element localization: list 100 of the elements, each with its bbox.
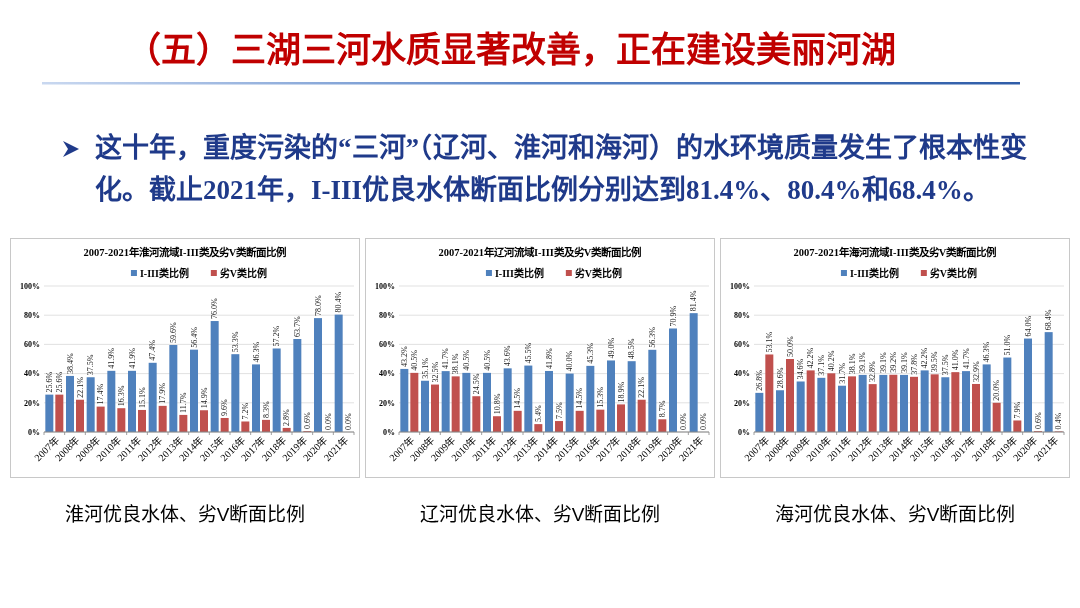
data-label: 11.7% — [179, 392, 189, 413]
data-label: 25.6% — [55, 371, 65, 393]
data-label: 41.0% — [951, 349, 961, 371]
data-label: 76.0% — [210, 298, 220, 320]
legend-label: 劣V类比例 — [929, 266, 978, 279]
data-label: 37.5% — [941, 354, 951, 376]
data-label: 45.5% — [524, 342, 534, 364]
data-label: 24.5% — [472, 373, 482, 395]
data-label: 42.2% — [806, 347, 816, 369]
data-label: 57.2% — [272, 325, 282, 347]
data-label: 22.1% — [75, 376, 85, 398]
data-label: 40.2% — [827, 350, 837, 372]
data-label: 81.4% — [689, 290, 699, 312]
y-tick-label: 100% — [375, 281, 395, 291]
data-label: 0.0% — [699, 413, 709, 430]
data-label: 39.5% — [930, 351, 940, 373]
y-tick-label: 40% — [24, 369, 40, 379]
data-label: 0.6% — [1033, 412, 1043, 430]
data-label: 0.6% — [303, 412, 313, 430]
data-label: 48.5% — [627, 338, 637, 360]
text: 海河优良水体、劣V断面比例 — [774, 503, 1016, 525]
data-label: 43.2% — [400, 345, 410, 367]
data-label: 26.8% — [755, 369, 765, 391]
y-tick-label: 20% — [734, 398, 750, 408]
data-label: 43.6% — [503, 345, 513, 367]
data-label: 41.8% — [544, 347, 554, 369]
data-label: 38.1% — [847, 353, 857, 375]
text: 淮河优良水体、劣V断面比例 — [64, 503, 306, 525]
y-tick-label: 0% — [28, 427, 40, 437]
data-label: 7.5% — [554, 402, 564, 420]
data-label: 40.5% — [410, 349, 420, 371]
legend-label: 劣V类比例 — [219, 266, 268, 279]
data-label: 35.1% — [420, 357, 430, 379]
data-label: 8.7% — [658, 400, 668, 418]
data-label: 42.2% — [920, 347, 930, 369]
data-label: 64.0% — [1023, 315, 1033, 337]
data-label: 68.4% — [1044, 309, 1054, 331]
data-label: 63.7% — [293, 316, 303, 337]
text: 辽河优良水体、劣V断面比例 — [419, 503, 661, 525]
y-tick-label: 100% — [730, 281, 750, 291]
data-label: 40.5% — [482, 349, 492, 371]
data-label: 14.5% — [575, 387, 585, 409]
data-label: 49.0% — [606, 337, 616, 359]
y-tick-label: 40% — [379, 369, 395, 379]
legend-label: I-III类比例 — [849, 266, 899, 279]
data-label: 46.3% — [982, 341, 992, 363]
data-label: 17.9% — [158, 382, 168, 404]
y-tick-label: 20% — [379, 398, 395, 408]
data-label: 7.9% — [1013, 401, 1023, 419]
data-label: 41.7% — [961, 348, 971, 370]
data-label: 37.8% — [909, 353, 919, 375]
data-label: 40.5% — [462, 349, 472, 371]
data-label: 56.4% — [189, 326, 199, 348]
data-label: 14.5% — [513, 387, 523, 409]
data-label: 47.4% — [148, 339, 158, 361]
legend-label: I-III类比例 — [139, 266, 189, 279]
data-label: 25.6% — [45, 371, 55, 393]
data-label: 15.3% — [596, 386, 606, 408]
data-label: 0.0% — [678, 413, 688, 430]
y-tick-label: 0% — [383, 427, 395, 437]
y-tick-label: 60% — [734, 340, 750, 350]
data-label: 46.3% — [251, 341, 261, 363]
data-label: 45.3% — [586, 342, 596, 364]
data-label: 39.1% — [879, 351, 889, 373]
data-label: 20.0% — [992, 379, 1002, 401]
data-label: 41.9% — [127, 347, 137, 369]
data-label: 15.1% — [137, 386, 147, 408]
y-tick-label: 100% — [20, 281, 40, 291]
legend-label: I-III类比例 — [494, 266, 544, 279]
data-label: 10.8% — [492, 393, 502, 415]
data-label: 37.1% — [817, 354, 827, 376]
data-label: 41.9% — [107, 347, 117, 369]
legend-label: 劣V类比例 — [574, 266, 623, 279]
data-label: 38.4% — [65, 352, 75, 374]
y-tick-label: 80% — [734, 311, 750, 320]
chart-title: 2007-2021年淮河流域I-III类及劣V类断面比例 — [83, 246, 287, 258]
data-label: 39.1% — [858, 351, 868, 373]
data-label: 39.2% — [889, 351, 899, 373]
data-label: 31.7% — [837, 362, 847, 384]
data-label: 56.3% — [648, 326, 658, 348]
data-label: 32.9% — [971, 360, 981, 382]
data-label: 17.4% — [96, 383, 106, 405]
data-label: 38.1% — [451, 353, 461, 375]
data-label: 0.0% — [323, 413, 333, 430]
data-label: 53.3% — [231, 331, 241, 353]
data-label: 70.9% — [668, 305, 678, 327]
data-label: 34.6% — [796, 358, 806, 380]
data-label: 18.9% — [616, 381, 626, 403]
data-label: 41.7% — [441, 348, 451, 370]
data-label: 40.0% — [565, 350, 575, 372]
chart-title: 2007-2021年辽河流域I-III类及劣V类断面比例 — [438, 246, 642, 258]
y-tick-label: 60% — [379, 340, 395, 350]
y-tick-label: 0% — [738, 427, 750, 437]
y-tick-label: 40% — [734, 369, 750, 379]
data-label: 28.6% — [775, 367, 785, 389]
data-label: 37.5% — [86, 354, 96, 376]
data-label: 8.3% — [261, 400, 271, 418]
data-label: 22.1% — [637, 376, 647, 398]
data-label: 53.1% — [765, 331, 775, 353]
data-label: 2.8% — [282, 408, 292, 426]
